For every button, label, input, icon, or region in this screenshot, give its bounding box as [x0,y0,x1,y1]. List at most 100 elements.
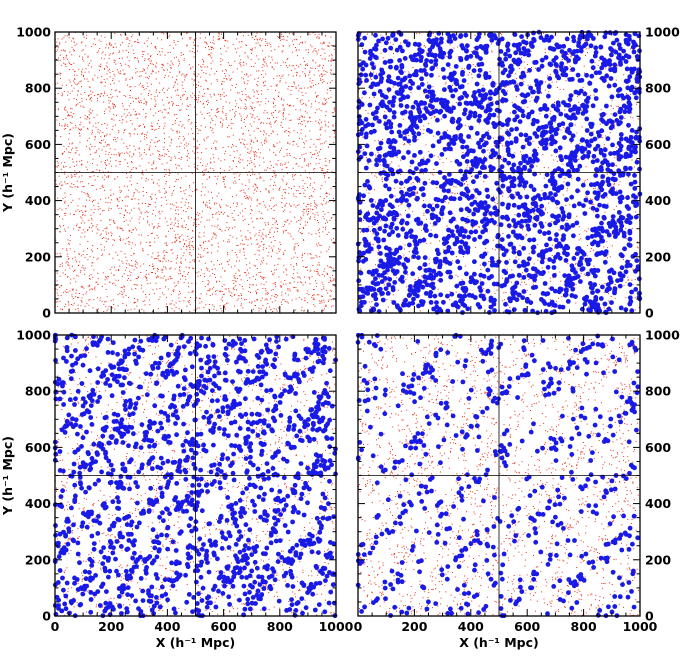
field-point [215,147,217,148]
field-point [109,219,110,221]
field-point [124,243,126,245]
field-point [206,137,208,139]
field-point [151,193,153,195]
field-point [285,292,287,294]
field-point [182,255,184,257]
field-point [114,90,116,92]
field-point [295,163,297,165]
field-point [630,116,632,118]
field-point [203,88,205,90]
field-point [110,231,112,233]
field-point [272,101,274,103]
field-point [312,213,314,215]
field-point [105,237,107,239]
field-point [102,95,104,97]
field-point [224,306,226,308]
field-point [234,226,236,228]
field-point [197,218,199,220]
field-point [543,167,545,169]
field-point [77,265,79,266]
field-point [235,166,237,167]
field-point [305,152,307,154]
field-point [286,274,288,276]
field-point [168,260,169,262]
field-point [275,220,277,222]
field-point [95,44,96,46]
field-point [270,164,272,166]
field-point [334,131,335,133]
field-point [260,122,262,123]
field-point [496,203,498,204]
field-point [56,253,58,255]
field-point [244,144,245,146]
field-point [91,265,93,267]
field-point [176,75,178,77]
field-point [421,205,423,207]
field-point [210,46,212,48]
field-point [75,124,76,126]
field-point [231,78,233,80]
field-point [114,239,115,241]
field-point [324,99,326,101]
field-point [268,192,270,194]
field-point [180,52,182,54]
field-point [152,168,154,170]
field-point [363,219,364,221]
field-point [103,79,105,81]
field-point [105,306,107,308]
field-point [189,253,191,255]
field-point [90,97,92,99]
field-point [59,123,60,125]
field-point [208,270,210,272]
field-point [86,303,88,305]
field-point [179,235,181,237]
field-point [159,225,161,227]
field-point [521,281,523,283]
field-point [232,280,234,282]
field-point [223,284,225,286]
field-point [247,279,248,281]
field-point [260,283,262,285]
field-point [198,97,200,99]
field-point [404,143,406,145]
field-point [80,286,82,288]
field-point [157,255,159,257]
field-point [72,289,74,291]
field-point [99,299,101,301]
field-point [138,125,140,127]
field-point [435,219,437,221]
field-point [328,60,329,62]
field-point [126,195,128,197]
field-point [329,161,331,163]
field-point [68,143,70,145]
field-point [332,124,334,126]
field-point [180,257,182,259]
field-point [59,266,61,267]
field-point [137,60,139,62]
field-point [158,185,160,187]
field-point [271,112,272,114]
field-point [304,189,306,191]
field-point [253,121,255,123]
field-point [284,204,286,206]
field-point [101,139,102,141]
field-point [127,275,129,276]
field-point [173,310,175,312]
field-point [289,283,291,285]
field-point [242,210,244,212]
field-point [194,261,196,263]
field-point [429,222,431,224]
field-point [152,213,153,215]
field-point [614,284,616,285]
field-point [144,300,146,302]
field-point [266,42,268,44]
field-point [249,262,251,264]
field-point [184,276,186,278]
field-point [262,305,264,307]
field-point [202,58,204,60]
field-point [188,300,190,301]
field-point [162,89,163,91]
field-point [138,147,140,149]
field-point [205,205,207,207]
field-point [320,203,322,205]
